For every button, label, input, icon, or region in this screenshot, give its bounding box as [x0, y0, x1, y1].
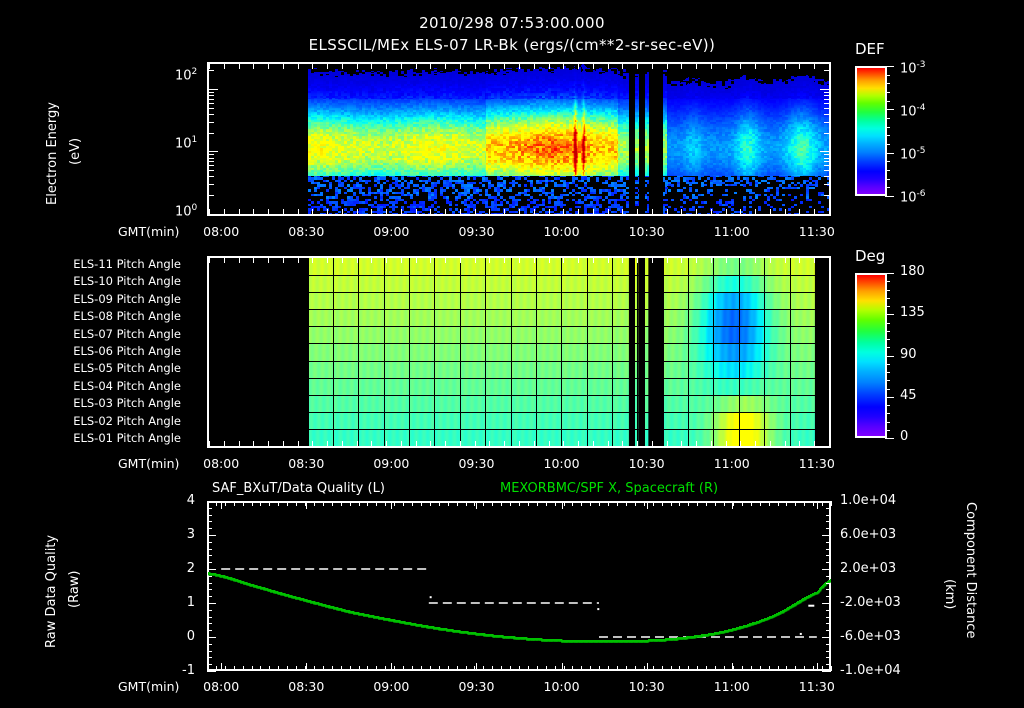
bottom-right-ytick-label: 1.0e+04 [840, 493, 897, 508]
pitch-angle-row-label: ELS-09 Pitch Angle [73, 291, 181, 306]
xtick-label: 10:00 [543, 456, 580, 471]
bottom-panel-ticks [203, 497, 835, 675]
deg-colorbar-label: 0 [900, 429, 909, 444]
bottom-subtitle-left: SAF_BXuT/Data Quality (L) [212, 481, 385, 496]
xtick-label: 09:00 [373, 456, 410, 471]
bottom-right-ytick-label: 6.0e+03 [840, 527, 897, 542]
bottom-right-ytick-label: 2.0e+03 [840, 561, 897, 576]
def-colorbar-title: DEF [855, 40, 885, 58]
page-title: 2010/298 07:53:00.000 [419, 14, 605, 32]
bottom-right-ytick-label: -6.0e+03 [840, 629, 901, 644]
top-panel-ylabel-line1: Electron Energy [45, 102, 60, 205]
bottom-left-ytick-label: 0 [186, 629, 195, 644]
xtick-label: 11:00 [713, 224, 750, 239]
def-colorbar-label-3: 10-6 [900, 189, 926, 206]
xtick-label: 08:00 [203, 456, 240, 471]
xtick-label: 08:30 [288, 456, 325, 471]
xtick-label: 09:00 [373, 224, 410, 239]
bottom-ylabel-right-line1: Component Distance [963, 502, 978, 639]
bottom-ylabel-left-line1: Raw Data Quality [44, 534, 59, 648]
xtick-label: 10:30 [628, 679, 665, 694]
xtick-label: 11:30 [798, 679, 835, 694]
deg-colorbar-label: 180 [900, 264, 925, 279]
xtick-label: 10:00 [543, 679, 580, 694]
pitch-angle-row-label: ELS-08 Pitch Angle [73, 309, 181, 324]
deg-colorbar-label: 45 [900, 387, 917, 403]
bottom-left-ytick-label: 4 [186, 493, 195, 508]
def-colorbar-ticks [885, 64, 905, 198]
bottom-ylabel-right-line2: (km) [942, 579, 957, 610]
xtick-label: 08:00 [203, 224, 240, 239]
pitch-angle-row-label: ELS-04 Pitch Angle [73, 378, 181, 393]
bottom-left-ytick-label: 2 [186, 561, 195, 576]
top-ytick-2: 102 [175, 67, 198, 84]
def-colorbar [855, 66, 887, 196]
bottom-ylabel-left-line2: (Raw) [67, 570, 82, 609]
pitch-angle-row-label: ELS-07 Pitch Angle [73, 326, 181, 341]
xtick-label: 10:30 [628, 224, 665, 239]
pitch-angle-row-label: ELS-11 Pitch Angle [73, 256, 181, 271]
top-panel-ylabel-line2: (eV) [68, 137, 83, 165]
xtick-label: 08:30 [288, 679, 325, 694]
top-panel-ticks [205, 60, 833, 218]
mid-panel-xlabel: GMT(min) [118, 456, 180, 471]
xtick-label: 09:30 [458, 679, 495, 694]
bottom-left-ytick-label: 3 [186, 527, 195, 542]
xtick-label: 11:00 [713, 456, 750, 471]
xtick-label: 11:30 [798, 224, 835, 239]
bottom-subtitle-right: MEXORBMC/SPF X, Spacecraft (R) [500, 481, 719, 496]
xtick-label: 08:30 [288, 224, 325, 239]
bottom-left-ytick-label: -1 [182, 663, 195, 678]
xtick-label: 09:00 [373, 679, 410, 694]
top-ytick-1: 101 [175, 135, 198, 152]
top-ytick-0: 100 [175, 203, 198, 220]
def-colorbar-label-0: 10-3 [900, 60, 926, 77]
bottom-panel-xlabel: GMT(min) [118, 679, 180, 694]
xtick-label: 10:30 [628, 456, 665, 471]
deg-colorbar-label: 135 [900, 305, 925, 321]
pitch-angle-row-label: ELS-02 Pitch Angle [73, 413, 181, 428]
pitch-angle-row-label: ELS-01 Pitch Angle [73, 431, 181, 446]
pitch-angle-row-label: ELS-06 Pitch Angle [73, 344, 181, 358]
deg-colorbar-ticks [885, 271, 905, 440]
deg-colorbar-title: Deg [855, 247, 886, 265]
pitch-angle-row-label: ELS-10 Pitch Angle [73, 274, 181, 289]
top-panel-xlabel: GMT(min) [118, 224, 180, 239]
xtick-label: 08:00 [203, 679, 240, 694]
bottom-right-ytick-label: -1.0e+04 [840, 663, 901, 678]
mid-panel-ticks [205, 254, 833, 450]
xtick-label: 11:30 [798, 456, 835, 471]
bottom-right-ytick-label: -2.0e+03 [840, 595, 901, 610]
bottom-left-ytick-label: 1 [186, 595, 195, 610]
deg-colorbar-label: 90 [900, 346, 917, 362]
def-colorbar-label-2: 10-5 [900, 146, 926, 163]
xtick-label: 09:30 [458, 456, 495, 471]
page-subtitle: ELSSCIL/MEx ELS-07 LR-Bk (ergs/(cm**2-sr… [308, 36, 716, 54]
deg-colorbar [855, 273, 887, 438]
def-colorbar-label-1: 10-4 [900, 103, 926, 120]
xtick-label: 11:00 [713, 679, 750, 694]
xtick-label: 10:00 [543, 224, 580, 239]
pitch-angle-row-label: ELS-03 Pitch Angle [73, 396, 181, 411]
pitch-angle-row-label: ELS-05 Pitch Angle [73, 361, 181, 376]
xtick-label: 09:30 [458, 224, 495, 239]
